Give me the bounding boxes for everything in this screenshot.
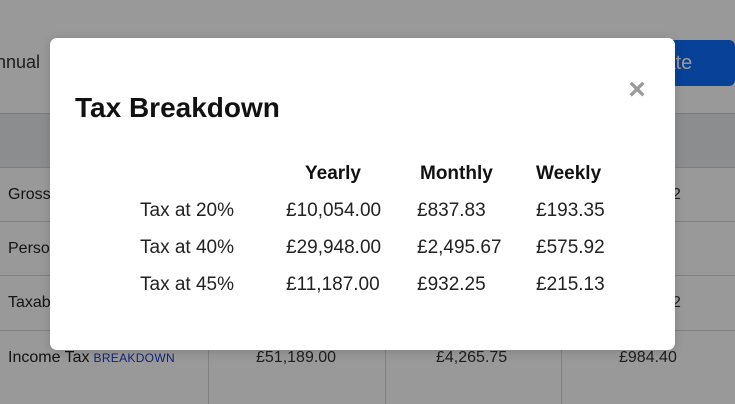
income-tax-yearly: £51,189.00 <box>256 349 337 366</box>
band-label: Tax at 40% <box>140 236 234 258</box>
weekly-value: £193.35 <box>536 199 605 221</box>
row-weekly-value: 2 <box>672 186 681 203</box>
header-weekly: Weekly <box>536 163 602 184</box>
band-label: Tax at 20% <box>140 199 234 221</box>
header-monthly: Monthly <box>420 163 493 184</box>
header-empty <box>122 156 286 192</box>
column-divider <box>208 330 209 404</box>
yearly-value: £11,187.00 <box>286 273 380 295</box>
row-label: Perso <box>8 240 50 257</box>
monthly-value: £837.83 <box>417 199 486 221</box>
row-label: Taxab <box>8 294 51 311</box>
yearly-value: £10,054.00 <box>286 199 382 221</box>
table-row: Tax at 45% £11,187.00 £932.25 £215.13 <box>122 266 626 303</box>
breakdown-link[interactable]: BREAKDOWN <box>93 351 175 365</box>
table-row: Tax at 20% £10,054.00 £837.83 £193.35 <box>122 192 626 229</box>
monthly-value: £2,495.67 <box>417 236 502 258</box>
income-tax-monthly: £4,265.75 <box>436 349 508 366</box>
close-icon[interactable]: × <box>628 73 646 106</box>
weekly-value: £575.92 <box>536 236 605 258</box>
tax-breakdown-modal: Tax Breakdown × Yearly Monthly Weekly Ta… <box>50 38 675 350</box>
monthly-value: £932.25 <box>417 273 486 295</box>
band-label: Tax at 45% <box>140 273 234 295</box>
column-divider <box>385 330 386 404</box>
modal-title: Tax Breakdown <box>75 92 280 123</box>
income-tax-label: Income Tax <box>8 349 90 366</box>
table-header-row: Yearly Monthly Weekly <box>122 156 626 192</box>
header-yearly: Yearly <box>305 163 361 184</box>
row-label: Gross <box>8 186 51 203</box>
income-tax-weekly: £984.40 <box>619 349 677 366</box>
column-divider <box>561 330 562 404</box>
row-weekly-value: 2 <box>672 294 681 311</box>
row-label: Income Tax BREAKDOWN <box>8 331 175 385</box>
yearly-value: £29,948.00 <box>286 236 382 258</box>
weekly-value: £215.13 <box>536 273 605 295</box>
table-row: Tax at 40% £29,948.00 £2,495.67 £575.92 <box>122 229 626 266</box>
tax-breakdown-table: Yearly Monthly Weekly Tax at 20% £10,054… <box>122 156 626 303</box>
annual-salary-label: nnual <box>0 52 41 72</box>
